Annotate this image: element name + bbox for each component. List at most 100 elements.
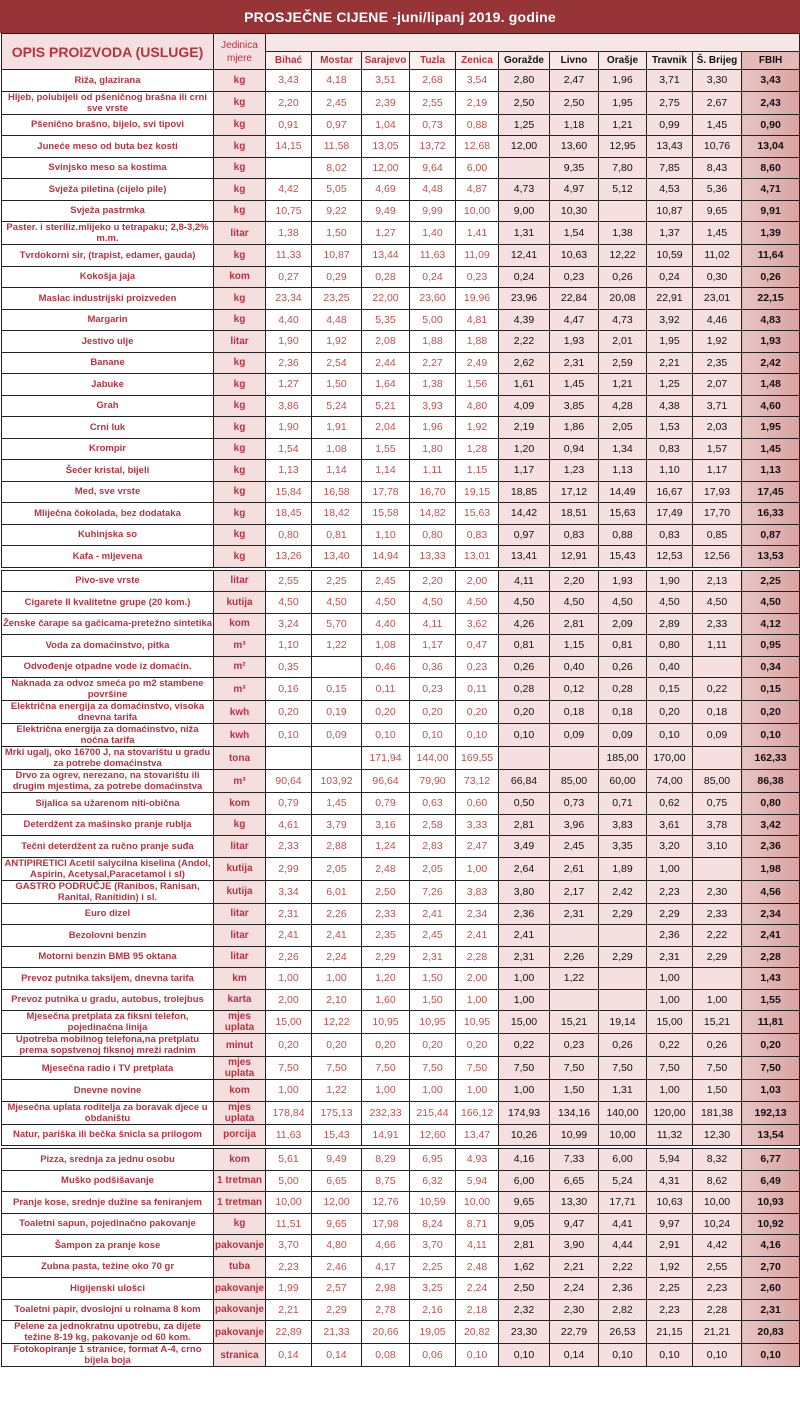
price-cell: 2,30 [549,1298,599,1321]
price-cell: 10,00 [598,1123,647,1146]
price-cell: 2,39 [361,90,410,115]
price-cell: 15,21 [692,1010,742,1034]
price-cell: 178,84 [265,1100,312,1125]
price-cell: 21,15 [646,1320,693,1344]
price-cell: 0,24 [498,265,550,288]
price-cell [692,856,742,881]
price-cell: 2,82 [598,1298,647,1321]
price-cell: 7,50 [455,1056,499,1080]
unit-cell: kom [213,612,266,635]
product-name: Paster. i steriliz.mlijeko u tetrapaku; … [1,221,214,245]
price-cell: 96,64 [361,769,410,793]
fbih-price-cell: 0,10 [740,723,800,747]
price-cell: 9,64 [409,156,456,179]
fbih-price-cell: 0,26 [740,265,800,288]
price-cell: 10,63 [549,244,599,267]
price-cell: 0,20 [311,1033,362,1057]
price-cell: 1,50 [692,1079,742,1102]
price-cell: 66,84 [498,769,550,793]
table-row: Grah kg 3,86 5,24 5,21 3,93 4,80 4,09 3,85 4,28 4,… [1,394,800,417]
price-cell: 1,88 [409,330,456,353]
price-cell: 15,63 [598,502,647,525]
price-cell: 60,00 [598,769,647,793]
price-cell: 19,14 [598,1010,647,1034]
price-cell: 7,50 [498,1056,550,1080]
price-cell: 0,10 [498,1343,550,1367]
price-cell: 3,51 [361,69,410,92]
price-cell: 2,81 [498,1234,550,1257]
price-cell: 12,30 [692,1123,742,1146]
price-cell: 13,41 [498,545,550,568]
price-cell: 2,35 [692,351,742,374]
price-cell: 2,78 [361,1298,410,1321]
price-cell: 0,29 [311,265,362,288]
price-cell: 19,15 [455,480,499,503]
price-cell: 1,31 [498,221,550,245]
price-cell: 9,35 [549,156,599,179]
price-cell: 1,00 [455,856,499,881]
price-cell: 3,79 [311,813,362,836]
price-cell: 1,45 [692,221,742,245]
price-cell: 140,00 [598,1100,647,1125]
price-cell: 0,24 [409,265,456,288]
price-cell: 1,22 [549,967,599,990]
price-cell: 1,60 [361,988,410,1011]
price-cell: 171,94 [361,746,410,770]
price-cell: 13,60 [549,135,599,158]
price-cell: 4,44 [598,1234,647,1257]
price-cell: 7,50 [361,1056,410,1080]
price-cell: 10,95 [455,1010,499,1034]
price-cell: 7,33 [549,1148,599,1171]
fbih-price-cell: 10,92 [740,1212,800,1235]
price-cell: 2,29 [692,945,742,968]
price-cell: 4,11 [409,612,456,635]
price-cell: 3,61 [646,813,693,836]
price-cell: 1,99 [265,1277,312,1300]
price-cell: 0,09 [598,723,647,747]
price-cell: 14,82 [409,502,456,525]
product-name: Jestivo ulje [1,330,214,353]
product-name: Natur, pariška ili bečka šnicla sa prilo… [1,1123,214,1146]
price-cell: 3,70 [409,1234,456,1257]
price-cell: 3,24 [265,612,312,635]
price-cell [692,967,742,990]
price-cell: 22,84 [549,287,599,310]
price-cell: 2,23 [265,1255,312,1278]
price-cell: 2,20 [409,569,456,592]
price-cell: 2,48 [361,856,410,881]
price-cell: 8,29 [361,1148,410,1171]
price-cell: 2,62 [498,351,550,374]
price-cell: 2,81 [549,612,599,635]
price-cell: 1,23 [549,459,599,482]
price-cell: 1,31 [598,1079,647,1102]
price-cell: 2,31 [498,945,550,968]
price-cell: 2,41 [409,902,456,925]
price-cell: 10,87 [311,244,362,267]
price-cell: 2,45 [311,90,362,115]
unit-cell: m³ [213,677,266,701]
price-cell: 0,35 [265,655,312,678]
price-cell: 0,23 [549,1033,599,1057]
price-cell: 13,72 [409,135,456,158]
price-cell: 12,00 [361,156,410,179]
product-name: Toaletni sapun, pojedinačno pakovanje [1,1212,214,1235]
price-cell: 4,50 [549,591,599,614]
price-cell: 3,25 [409,1277,456,1300]
table-row: Paster. i steriliz.mlijeko u tetrapaku; … [1,221,800,245]
fbih-price-cell: 2,28 [740,945,800,968]
table-row: Električna energija za domaćinstvo, viso… [1,700,800,724]
header-city: Zenica [455,51,499,70]
price-cell: 1,54 [549,221,599,245]
price-cell: 1,11 [409,459,456,482]
price-cell: 4,38 [646,394,693,417]
price-cell: 7,50 [646,1056,693,1080]
price-cell: 8,43 [692,156,742,179]
price-cell: 1,25 [646,373,693,396]
price-cell: 0,71 [598,792,647,815]
price-cell: 17,70 [692,502,742,525]
price-cell: 0,62 [646,792,693,815]
price-cell: 11,09 [455,244,499,267]
price-cell: 13,43 [646,135,693,158]
unit-cell: kg [213,351,266,374]
product-name: Banane [1,351,214,374]
